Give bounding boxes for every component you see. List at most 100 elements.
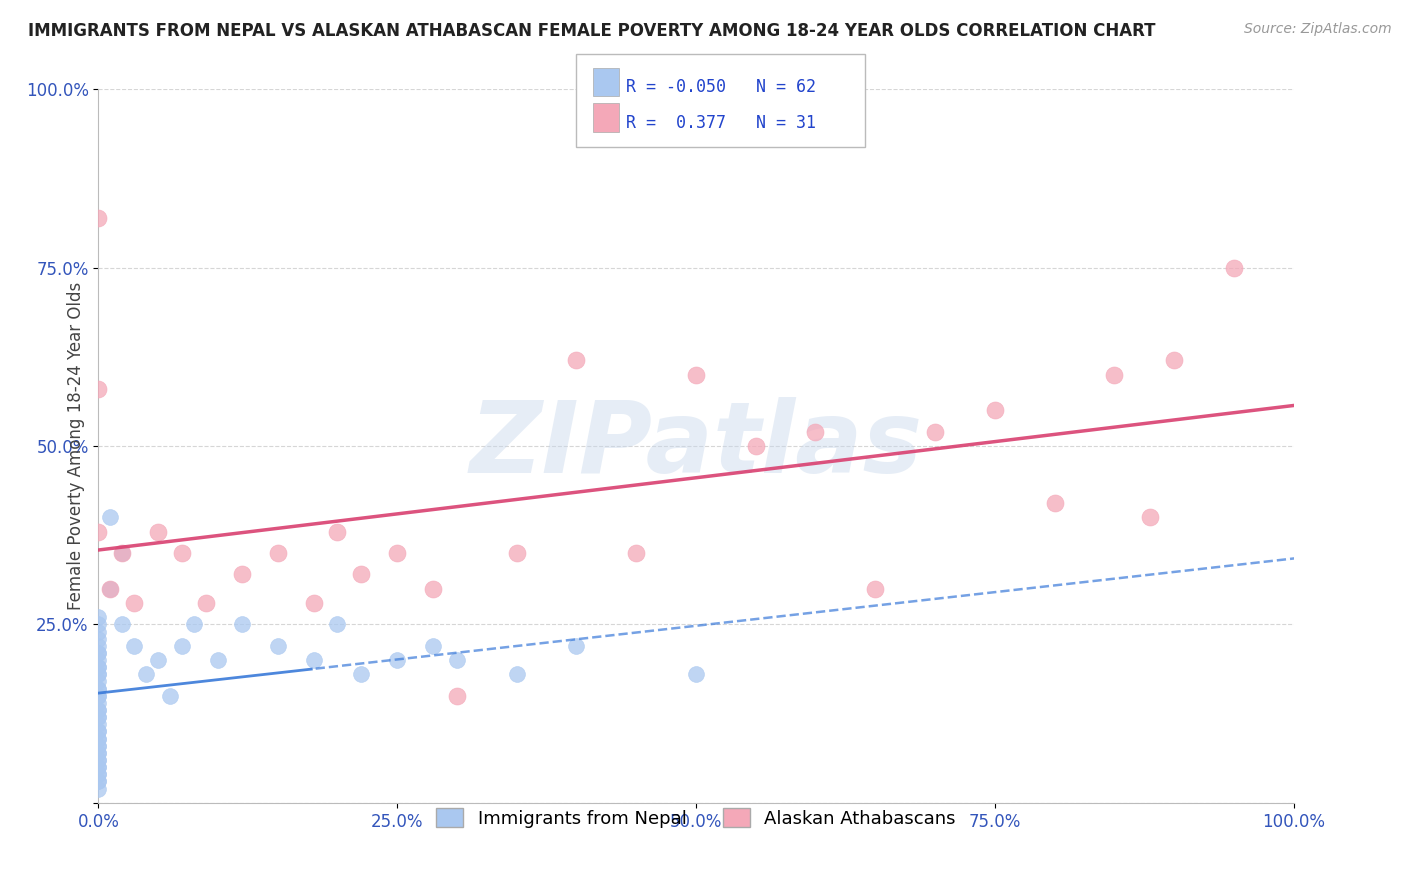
Point: [87, 717, 110, 731]
Point: [87, 710, 110, 724]
Point: [148, 653, 170, 667]
Point: [87, 731, 110, 746]
Point: [385, 546, 409, 560]
Point: [98, 582, 122, 596]
Y-axis label: Female Poverty Among 18-24 Year Olds: Female Poverty Among 18-24 Year Olds: [66, 282, 84, 610]
Point: [87, 724, 110, 739]
Point: [87, 739, 110, 753]
Point: [87, 710, 110, 724]
Point: [565, 639, 588, 653]
Point: [87, 760, 110, 774]
Point: [326, 524, 349, 539]
Point: [87, 646, 110, 660]
Point: [506, 546, 529, 560]
Point: [87, 724, 110, 739]
Point: [87, 739, 110, 753]
Point: [626, 546, 648, 560]
Point: [87, 774, 110, 789]
Point: [446, 689, 468, 703]
Point: [446, 653, 468, 667]
Point: [195, 596, 218, 610]
Point: [111, 617, 134, 632]
Point: [1163, 353, 1185, 368]
Point: [87, 681, 110, 696]
Point: [984, 403, 1007, 417]
Point: [350, 667, 373, 681]
Point: [506, 667, 529, 681]
Point: [231, 567, 253, 582]
Point: [87, 660, 110, 674]
Point: [87, 746, 110, 760]
Point: [924, 425, 946, 439]
Point: [87, 639, 110, 653]
Point: [159, 689, 181, 703]
Point: [87, 774, 110, 789]
Point: [98, 510, 122, 524]
Point: [87, 703, 110, 717]
Point: [350, 567, 373, 582]
Point: [87, 753, 110, 767]
Point: [87, 667, 110, 681]
Legend: Immigrants from Nepal, Alaskan Athabascans: Immigrants from Nepal, Alaskan Athabasca…: [427, 799, 965, 837]
Point: [385, 653, 409, 667]
Point: [87, 767, 110, 781]
Point: [183, 617, 205, 632]
Point: [302, 596, 325, 610]
Point: [565, 353, 588, 368]
Point: [422, 582, 444, 596]
Point: [685, 667, 707, 681]
Point: [87, 746, 110, 760]
Point: [87, 674, 110, 689]
Point: [804, 425, 827, 439]
Point: [87, 731, 110, 746]
Point: [172, 639, 194, 653]
Point: [111, 546, 134, 560]
Point: [98, 582, 122, 596]
Point: [1139, 510, 1161, 524]
Point: [87, 624, 110, 639]
Text: R =  0.377   N = 31: R = 0.377 N = 31: [626, 114, 815, 132]
Point: [87, 781, 110, 796]
Point: [1104, 368, 1126, 382]
Text: R = -0.050   N = 62: R = -0.050 N = 62: [626, 78, 815, 96]
Point: [207, 653, 229, 667]
Point: [148, 524, 170, 539]
Point: [124, 596, 146, 610]
Point: [87, 211, 110, 225]
Point: [267, 546, 290, 560]
Point: [1223, 260, 1246, 275]
Point: [87, 753, 110, 767]
Point: [87, 632, 110, 646]
Text: IMMIGRANTS FROM NEPAL VS ALASKAN ATHABASCAN FEMALE POVERTY AMONG 18-24 YEAR OLDS: IMMIGRANTS FROM NEPAL VS ALASKAN ATHABAS…: [28, 22, 1156, 40]
Point: [87, 703, 110, 717]
Point: [135, 667, 157, 681]
Point: [267, 639, 290, 653]
Point: [87, 689, 110, 703]
Point: [111, 546, 134, 560]
Point: [231, 617, 253, 632]
Point: [87, 760, 110, 774]
Point: [745, 439, 768, 453]
Point: [87, 610, 110, 624]
Point: [87, 617, 110, 632]
Point: [172, 546, 194, 560]
Text: Source: ZipAtlas.com: Source: ZipAtlas.com: [1244, 22, 1392, 37]
Point: [87, 689, 110, 703]
Point: [422, 639, 444, 653]
Point: [87, 653, 110, 667]
Point: [87, 667, 110, 681]
Point: [87, 524, 110, 539]
Point: [685, 368, 707, 382]
Point: [87, 696, 110, 710]
Text: ZIPatlas: ZIPatlas: [470, 398, 922, 494]
Point: [87, 681, 110, 696]
Point: [326, 617, 349, 632]
Point: [302, 653, 325, 667]
Point: [124, 639, 146, 653]
Point: [87, 646, 110, 660]
Point: [865, 582, 887, 596]
Point: [87, 382, 110, 396]
Point: [87, 660, 110, 674]
Point: [1043, 496, 1066, 510]
Point: [87, 767, 110, 781]
